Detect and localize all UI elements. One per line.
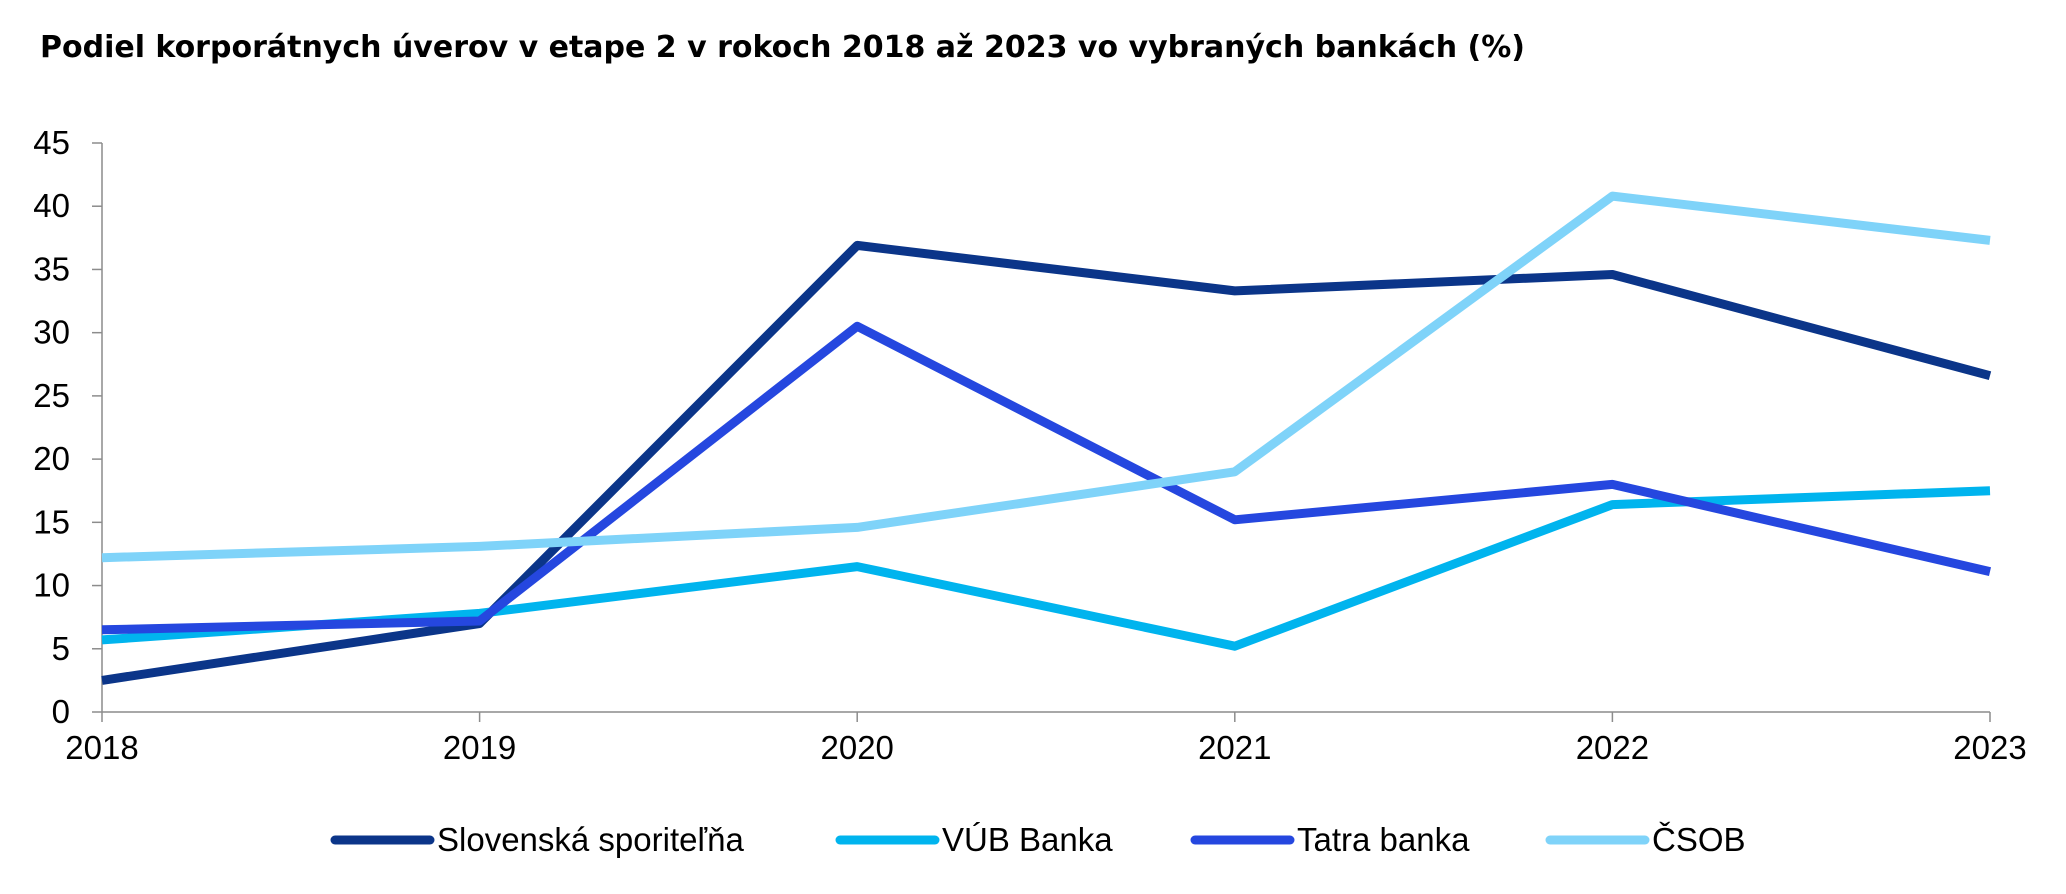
axes: 0 5 10 15 20 25 30 35 40 45 2018 2019 2020 2021 2022 20…: [33, 124, 2026, 766]
x-tick-label: 2023: [1953, 729, 2026, 766]
series-line-3: [101, 191, 1991, 563]
series-line-0: [101, 240, 1992, 685]
x-tick-label: 2018: [65, 729, 138, 766]
legend-label: VÚB Banka: [942, 821, 1113, 858]
y-tick-label: 40: [33, 187, 70, 224]
legend-label: Slovenská sporiteľňa: [437, 821, 744, 858]
y-tick-label: 0: [52, 693, 70, 730]
legend-label: Tatra banka: [1297, 821, 1470, 858]
y-tick-label: 10: [33, 567, 70, 604]
chart-title: Podiel korporátnych úverov v etape 2 v r…: [40, 30, 1525, 65]
series-line-2: [101, 321, 1992, 635]
x-tick-label: 2020: [820, 729, 893, 766]
legend-label: ČSOB: [1652, 821, 1746, 858]
series-lines: [101, 191, 1992, 685]
y-tick-label: 20: [33, 440, 70, 477]
x-tick-label: 2022: [1576, 729, 1649, 766]
y-tick-label: 45: [33, 124, 70, 161]
y-tick-label: 5: [52, 630, 70, 667]
y-tick-label: 30: [33, 314, 70, 351]
legend-item: Slovenská sporiteľňa: [330, 821, 744, 858]
y-tick-label: 25: [33, 377, 70, 414]
legend-item: Tatra banka: [1190, 821, 1470, 858]
legend: Slovenská sporiteľňa VÚB Banka Tatra banka…: [330, 821, 1746, 858]
y-tick-label: 15: [33, 503, 70, 540]
x-tick-label: 2019: [443, 729, 516, 766]
legend-item: VÚB Banka: [835, 821, 1113, 858]
y-tick-label: 35: [33, 250, 70, 287]
x-tick-label: 2021: [1198, 729, 1271, 766]
legend-item: ČSOB: [1545, 821, 1746, 858]
